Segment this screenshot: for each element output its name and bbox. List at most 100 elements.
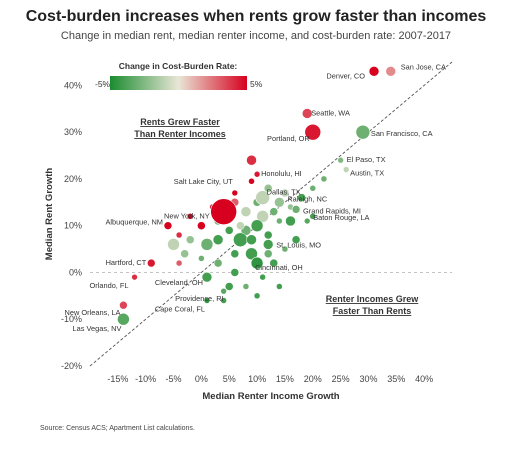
point-label: El Paso, TX [347, 155, 386, 164]
x-tick-label: 5% [223, 374, 236, 384]
metro-dot [281, 245, 289, 253]
data-point[interactable] [304, 123, 322, 141]
metro-dot [185, 235, 195, 244]
point-label: Raleigh, NC [287, 194, 328, 203]
metro-dot [253, 292, 261, 300]
point-label: Cincinnati, OH [255, 263, 303, 272]
data-point[interactable] [231, 189, 239, 197]
data-point[interactable] [262, 239, 274, 250]
metro-dot [263, 184, 273, 193]
point-label: Baton Rouge, LA [313, 213, 369, 222]
metro-dot [175, 259, 183, 267]
metro-dot [220, 297, 227, 304]
metro-dot [198, 255, 205, 262]
metro-dot [276, 283, 283, 290]
metro-dot [200, 238, 214, 251]
region-label-rents: Rents Grew Faster [140, 117, 220, 127]
y-tick-label: 10% [64, 221, 82, 231]
data-point[interactable] [301, 108, 313, 119]
data-point[interactable] [303, 217, 311, 225]
x-axis-title: Median Renter Income Growth [202, 391, 339, 402]
point-label: Portland, OR [267, 134, 310, 143]
x-tick-label: -15% [107, 374, 128, 384]
data-point[interactable] [342, 166, 350, 173]
y-tick-label: -20% [61, 361, 82, 371]
x-tick-label: -10% [135, 374, 156, 384]
metro-dot [291, 235, 301, 244]
data-point[interactable] [255, 190, 270, 205]
point-label: Grand Rapids, MI [303, 206, 361, 215]
point-label: St. Louis, MO [276, 240, 321, 249]
data-point[interactable] [291, 205, 301, 214]
chart-title: Cost-burden increases when rents grow fa… [25, 8, 487, 25]
metro-dot [224, 282, 234, 291]
legend-color-bar [110, 76, 247, 90]
metro-dot [269, 207, 279, 216]
metro-dot [230, 249, 240, 259]
metro-dot [248, 178, 255, 185]
y-tick-label: 40% [64, 80, 82, 90]
point-label: Albuquerque, NM [105, 218, 163, 227]
chart-subtitle: Change in median rent, median renter inc… [60, 30, 452, 42]
point-label: New Orleans, LA [65, 308, 121, 317]
metro-dot [309, 213, 317, 220]
metro-dot [276, 217, 283, 225]
y-tick-label: 30% [64, 127, 82, 137]
data-point[interactable] [250, 256, 264, 270]
metro-dot [180, 249, 189, 259]
data-point[interactable] [163, 221, 173, 230]
point-label: Honolulu, HI [261, 169, 302, 178]
y-tick-label: 0% [69, 267, 82, 277]
metro-dot [233, 232, 248, 247]
metro-dot [250, 219, 264, 232]
x-tick-label: 15% [276, 374, 294, 384]
data-point[interactable] [119, 300, 128, 310]
point-label: San Jose, CA [401, 62, 446, 71]
point-label: Dallas, TX [267, 188, 301, 197]
metro-dot [236, 221, 245, 230]
data-point[interactable] [210, 198, 237, 225]
data-point[interactable] [203, 297, 211, 304]
metro-dot [240, 206, 252, 217]
metro-dot [230, 268, 240, 277]
metro-dot [246, 234, 257, 245]
metro-dot [256, 210, 269, 223]
data-point[interactable] [385, 66, 397, 77]
data-point[interactable] [220, 287, 227, 295]
data-point[interactable] [146, 258, 156, 268]
metro-dot [246, 154, 257, 166]
region-label-incomes: Faster Than Rents [333, 306, 412, 316]
legend-min-label: -5% [95, 79, 111, 89]
data-point[interactable] [274, 197, 285, 208]
metro-dot [197, 221, 206, 230]
data-point[interactable] [117, 312, 130, 326]
region-label-rents: Than Renter Incomes [134, 129, 226, 139]
data-point[interactable] [337, 156, 344, 164]
x-tick-label: 30% [359, 374, 377, 384]
x-tick-label: 0% [195, 374, 208, 384]
metro-dot [242, 283, 250, 290]
metro-dot [309, 185, 317, 192]
point-label: Cape Coral, FL [155, 305, 205, 314]
point-label: Hartford, CT [106, 258, 147, 267]
point-label: Austin, TX [350, 169, 384, 178]
data-point[interactable] [253, 170, 261, 178]
data-point[interactable] [201, 271, 213, 283]
data-point[interactable] [355, 124, 371, 140]
data-point[interactable] [368, 66, 380, 77]
x-tick-label: 25% [332, 374, 350, 384]
x-tick-label: 40% [415, 374, 433, 384]
metro-dot [263, 230, 273, 240]
point-label: Denver, CO [326, 71, 365, 80]
legend-max-label: 5% [250, 79, 263, 89]
metro-dot [285, 215, 296, 227]
x-tick-label: 10% [248, 374, 266, 384]
metro-dot [186, 213, 194, 220]
x-tick-label: 20% [304, 374, 322, 384]
legend-title: Change in Cost-Burden Rate: [119, 61, 238, 71]
metro-dot [320, 175, 328, 183]
point-label: Cleveland, OH [155, 278, 203, 287]
data-point[interactable] [131, 273, 138, 281]
point-label: Seattle, WA [311, 108, 350, 117]
